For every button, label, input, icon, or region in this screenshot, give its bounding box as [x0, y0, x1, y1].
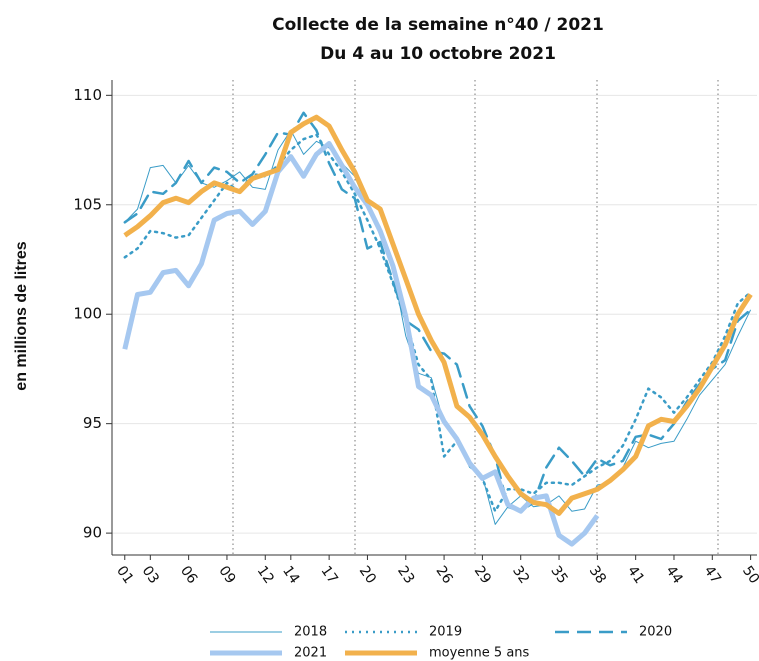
x-tick-label: 14: [279, 563, 302, 587]
x-tick-label: 41: [624, 563, 647, 587]
series-line: [123, 114, 753, 516]
x-tick-label: 38: [586, 563, 609, 587]
x-tick-label: 17: [317, 563, 340, 587]
x-tick-label: 32: [509, 563, 532, 587]
series-line: [123, 111, 752, 513]
x-tick-label: 20: [356, 563, 379, 587]
x-tick-label: 44: [662, 563, 685, 587]
x-tick-label: 12: [254, 563, 277, 587]
legend-label: 2020: [639, 625, 672, 640]
x-tick-label: 06: [177, 563, 200, 587]
y-tick-label: 100: [73, 305, 102, 323]
y-tick-label: 110: [73, 86, 102, 104]
x-tick-label: 35: [547, 563, 570, 587]
series-line: [124, 129, 752, 525]
chart-title: Collecte de la semaine n°40 / 2021: [272, 15, 604, 35]
series-line: [122, 141, 600, 547]
x-tick-label: 50: [739, 563, 759, 587]
series-line: [123, 133, 752, 513]
legend-label: 2021: [294, 646, 327, 661]
x-tick-label: 09: [215, 563, 238, 587]
chart-subtitle: Du 4 au 10 octobre 2021: [320, 44, 556, 64]
y-tick-label: 105: [73, 195, 102, 213]
y-tick-label: 95: [83, 414, 102, 432]
x-tick-label: 47: [701, 563, 724, 587]
x-tick-label: 23: [394, 563, 417, 587]
y-tick-label: 90: [83, 524, 102, 542]
x-tick-label: 26: [432, 563, 455, 587]
legend-label: 2019: [429, 625, 462, 640]
y-axis-label: en millions de litres: [13, 241, 30, 390]
legend-label: moyenne 5 ans: [429, 646, 530, 661]
x-tick-label: 01: [113, 563, 136, 587]
x-tick-label: 03: [139, 563, 162, 587]
x-tick-label: 29: [471, 563, 494, 587]
legend-label: 2018: [294, 625, 327, 640]
